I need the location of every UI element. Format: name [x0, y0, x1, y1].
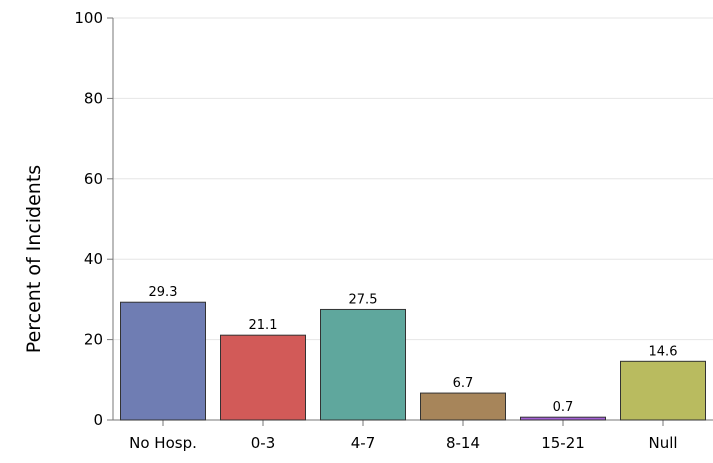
y-tick-label: 0 — [93, 411, 103, 429]
data-label: 14.6 — [649, 344, 678, 359]
axes — [107, 17, 713, 426]
x-tick-label: No Hosp. — [129, 434, 197, 452]
bar-1 — [220, 334, 306, 421]
gridlines — [113, 17, 713, 341]
x-tick-label: 4-7 — [351, 434, 376, 452]
data-label: 27.5 — [349, 292, 378, 307]
y-tick-label: 60 — [84, 170, 103, 188]
y-tick-label: 80 — [84, 89, 103, 107]
data-label: 29.3 — [149, 285, 178, 300]
bars — [120, 301, 706, 421]
bar-4 — [520, 416, 606, 421]
bar-0 — [120, 301, 206, 421]
y-axis-title: Percent of Incidents — [23, 165, 45, 353]
data-labels: 29.3 21.1 27.5 6.7 0.7 14.6 — [149, 285, 678, 415]
data-label: 0.7 — [553, 400, 574, 415]
y-tick-label: 20 — [84, 331, 103, 349]
y-tick-label: 100 — [74, 9, 103, 27]
bar-5 — [620, 360, 706, 421]
data-label: 21.1 — [249, 318, 278, 333]
y-tick-label: 40 — [84, 250, 103, 268]
tick-labels: 0 20 40 60 80 100 No Hosp. 0-3 4-7 8-14 15-21 Null — [74, 9, 677, 452]
bar-2 — [320, 308, 406, 421]
data-label: 6.7 — [453, 376, 474, 391]
x-tick-label: Null — [648, 434, 677, 452]
x-tick-label: 8-14 — [446, 434, 480, 452]
x-tick-label: 15-21 — [541, 434, 585, 452]
bar-3 — [420, 392, 506, 421]
x-tick-label: 0-3 — [251, 434, 276, 452]
